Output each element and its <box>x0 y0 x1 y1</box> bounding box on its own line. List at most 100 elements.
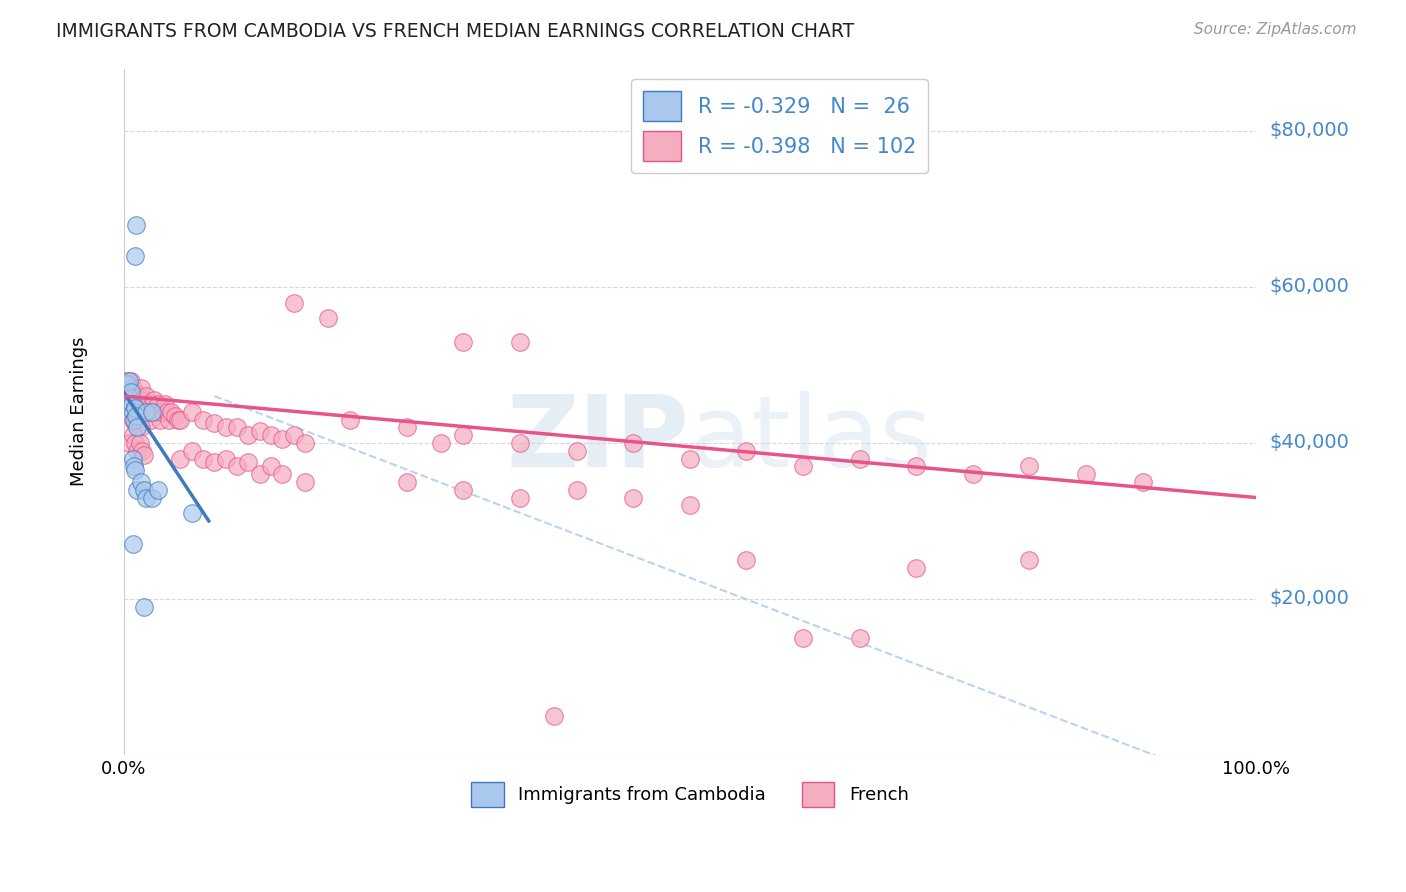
Point <box>621 491 644 505</box>
Point <box>117 389 139 403</box>
Legend: Immigrants from Cambodia, French: Immigrants from Cambodia, French <box>464 774 915 814</box>
Point <box>124 436 146 450</box>
Point <box>122 459 145 474</box>
Point <box>115 377 138 392</box>
Point <box>134 448 156 462</box>
Point <box>128 436 150 450</box>
Text: $40,000: $40,000 <box>1270 434 1350 452</box>
Point <box>125 218 148 232</box>
Point <box>249 467 271 482</box>
Point <box>249 424 271 438</box>
Text: ZIP: ZIP <box>508 391 690 488</box>
Point <box>146 483 169 497</box>
Point <box>135 491 157 505</box>
Text: $80,000: $80,000 <box>1270 121 1350 140</box>
Point <box>238 428 260 442</box>
Point <box>215 420 238 434</box>
Point <box>191 412 214 426</box>
Point <box>134 397 156 411</box>
Point <box>117 389 139 403</box>
Point <box>160 405 183 419</box>
Point <box>138 397 160 411</box>
Point <box>115 381 138 395</box>
Point <box>136 405 159 419</box>
Point <box>141 397 163 411</box>
Point <box>127 420 149 434</box>
Point <box>149 412 172 426</box>
Point <box>316 311 339 326</box>
Point <box>621 436 644 450</box>
Point <box>142 405 165 419</box>
Point <box>226 420 249 434</box>
Point <box>905 459 928 474</box>
Point <box>118 377 141 392</box>
Point <box>141 405 163 419</box>
Point <box>169 412 191 426</box>
Point <box>202 455 225 469</box>
Point <box>124 417 146 431</box>
Point <box>127 401 149 415</box>
Point <box>395 420 418 434</box>
Point <box>962 467 984 482</box>
Point <box>122 537 145 551</box>
Point <box>141 491 163 505</box>
Point <box>1018 553 1040 567</box>
Point <box>129 381 152 395</box>
Point <box>124 401 146 415</box>
Point <box>124 249 146 263</box>
Point <box>128 397 150 411</box>
Point <box>139 412 162 426</box>
Point <box>430 436 453 450</box>
Point <box>129 420 152 434</box>
Point <box>127 409 149 423</box>
Point <box>395 475 418 489</box>
Point <box>128 389 150 403</box>
Point <box>792 459 814 474</box>
Point <box>260 459 283 474</box>
Point <box>121 397 143 411</box>
Point <box>509 436 531 450</box>
Point <box>679 498 702 512</box>
Point <box>145 405 167 419</box>
Point <box>180 506 202 520</box>
Point <box>565 443 588 458</box>
Point <box>180 405 202 419</box>
Point <box>135 389 157 403</box>
Point <box>124 463 146 477</box>
Point <box>122 412 145 426</box>
Point <box>122 428 145 442</box>
Point <box>163 409 186 423</box>
Point <box>167 412 190 426</box>
Point <box>129 475 152 489</box>
Point <box>120 385 142 400</box>
Point <box>283 428 305 442</box>
Text: IMMIGRANTS FROM CAMBODIA VS FRENCH MEDIAN EARNINGS CORRELATION CHART: IMMIGRANTS FROM CAMBODIA VS FRENCH MEDIA… <box>56 22 855 41</box>
Point <box>127 443 149 458</box>
Text: atlas: atlas <box>690 391 931 488</box>
Point <box>792 631 814 645</box>
Point <box>339 412 361 426</box>
Point <box>134 483 156 497</box>
Point <box>226 459 249 474</box>
Point <box>125 389 148 403</box>
Point <box>121 389 143 403</box>
Point <box>131 392 153 407</box>
Point <box>124 397 146 411</box>
Point <box>153 397 176 411</box>
Point <box>120 374 142 388</box>
Point <box>905 560 928 574</box>
Point <box>735 443 758 458</box>
Point <box>122 385 145 400</box>
Point <box>1074 467 1097 482</box>
Point <box>139 405 162 419</box>
Point <box>509 491 531 505</box>
Point <box>1132 475 1154 489</box>
Point <box>1018 459 1040 474</box>
Point <box>132 405 155 419</box>
Point <box>283 295 305 310</box>
Point <box>453 428 475 442</box>
Point <box>131 443 153 458</box>
Text: $60,000: $60,000 <box>1270 277 1350 296</box>
Point <box>143 392 166 407</box>
Text: Source: ZipAtlas.com: Source: ZipAtlas.com <box>1194 22 1357 37</box>
